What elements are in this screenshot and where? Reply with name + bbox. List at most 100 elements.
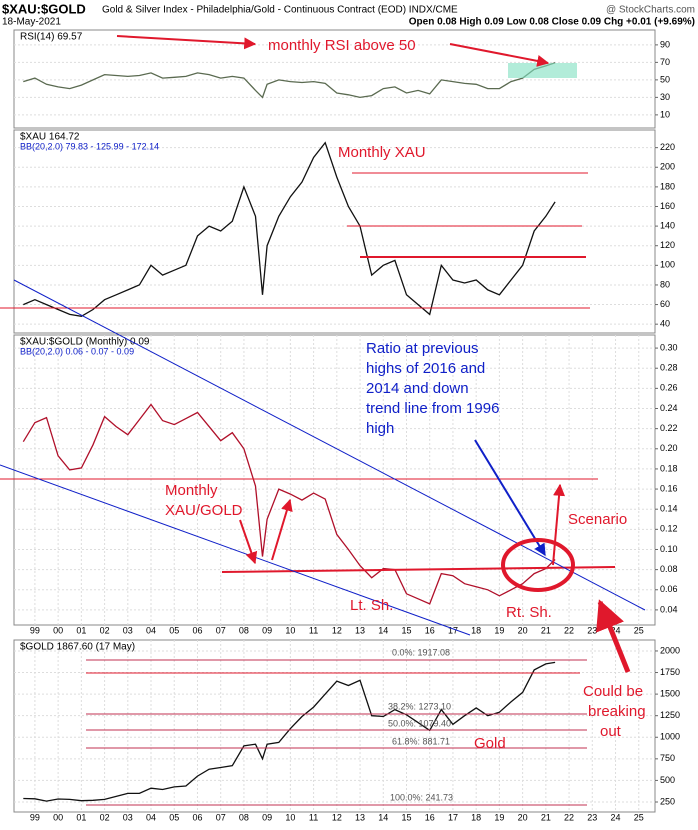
y-tick-label: 0.30 <box>660 342 678 352</box>
x-tick-label: 17 <box>448 625 458 635</box>
quote: Open 0.08 High 0.09 Low 0.08 Close 0.09 … <box>409 17 695 28</box>
annotation: breaking <box>588 703 646 720</box>
x-tick-label: 24 <box>611 812 621 822</box>
annotation: Could be <box>583 683 643 700</box>
x-tick-label: 00 <box>53 812 63 822</box>
y-tick-label: 60 <box>660 299 670 309</box>
y-tick-label: 0.18 <box>660 463 678 473</box>
fib-label: 50.0%: 1079.40 <box>388 718 451 728</box>
annotation: Scenario <box>568 511 627 528</box>
fib-label: 38.2%: 1273.10 <box>388 701 451 711</box>
legend-entry: $GOLD 1867.60 (17 May) <box>20 642 135 653</box>
y-tick-label: 140 <box>660 220 675 230</box>
y-tick-label: 0.10 <box>660 544 678 554</box>
legend-entry: RSI(14) 69.57 <box>20 32 83 43</box>
arrow <box>552 483 566 566</box>
y-tick-label: 160 <box>660 201 675 211</box>
y-tick-label: 0.28 <box>660 363 678 373</box>
y-tick-label: 2000 <box>660 645 680 655</box>
annotation: trend line from 1996 <box>366 400 499 417</box>
x-tick-label: 17 <box>448 812 458 822</box>
x-tick-label: 10 <box>285 625 295 635</box>
annotation: 2014 and down <box>366 380 469 397</box>
arrow <box>474 439 546 557</box>
x-tick-label: 23 <box>587 625 597 635</box>
y-tick-label: 0.08 <box>660 564 678 574</box>
arrow <box>271 498 293 561</box>
y-tick-label: 500 <box>660 775 675 785</box>
x-tick-label: 04 <box>146 812 156 822</box>
x-tick-label: 13 <box>355 812 365 822</box>
x-tick-label: 99 <box>30 625 40 635</box>
x-tick-label: 01 <box>76 812 86 822</box>
x-tick-label: 05 <box>169 812 179 822</box>
x-tick-label: 18 <box>471 625 481 635</box>
level-line <box>221 566 616 573</box>
y-tick-label: 0.06 <box>660 584 678 594</box>
highlight-ellipse <box>501 538 575 592</box>
x-tick-label: 01 <box>76 625 86 635</box>
x-tick-label: 19 <box>494 625 504 635</box>
x-tick-label: 12 <box>332 812 342 822</box>
x-tick-label: 14 <box>378 625 388 635</box>
trend-line <box>13 279 646 611</box>
x-tick-label: 02 <box>100 625 110 635</box>
x-tick-label: 08 <box>239 812 249 822</box>
y-tick-label: 0.12 <box>660 524 678 534</box>
annotation: Ratio at previous <box>366 340 479 357</box>
y-tick-label: 1000 <box>660 732 680 742</box>
x-tick-label: 11 <box>309 625 318 635</box>
y-tick-label: 0.04 <box>660 604 678 614</box>
x-tick-label: 07 <box>216 625 226 635</box>
y-tick-label: 0.20 <box>660 443 678 453</box>
x-tick-label: 20 <box>518 625 528 635</box>
date: 18-May-2021 <box>2 17 61 28</box>
fib-label: 61.8%: 881.71 <box>392 736 450 746</box>
x-tick-label: 22 <box>564 812 574 822</box>
annotation: XAU/GOLD <box>165 502 243 519</box>
fib-label: 0.0%: 1917.08 <box>392 647 450 657</box>
legend-entry: BB(20,2.0) 79.83 - 125.99 - 172.14 <box>20 141 159 151</box>
x-tick-label: 02 <box>100 812 110 822</box>
panel <box>13 129 656 334</box>
x-tick-label: 15 <box>401 812 411 822</box>
x-tick-label: 21 <box>541 812 551 822</box>
annotation: out <box>600 723 622 740</box>
x-tick-label: 11 <box>309 812 318 822</box>
y-tick-label: 750 <box>660 753 675 763</box>
panel <box>13 639 656 813</box>
annotation: Monthly <box>165 482 218 499</box>
x-tick-label: 13 <box>355 625 365 635</box>
y-tick-label: 1500 <box>660 688 680 698</box>
x-tick-label: 06 <box>192 625 202 635</box>
x-tick-label: 08 <box>239 625 249 635</box>
annotation: monthly RSI above 50 <box>268 37 416 54</box>
annotation: Gold <box>474 735 506 752</box>
x-tick-label: 25 <box>634 812 644 822</box>
trend-line <box>0 464 471 636</box>
y-tick-label: 50 <box>660 74 670 84</box>
y-tick-label: 100 <box>660 260 675 270</box>
legend-entry: BB(20,2.0) 0.06 - 0.07 - 0.09 <box>20 346 134 356</box>
x-tick-label: 12 <box>332 625 342 635</box>
x-tick-label: 06 <box>192 812 202 822</box>
arrow <box>596 599 631 673</box>
x-tick-label: 07 <box>216 812 226 822</box>
y-tick-label: 0.22 <box>660 423 678 433</box>
x-tick-label: 10 <box>285 812 295 822</box>
x-tick-label: 04 <box>146 625 156 635</box>
y-tick-label: 1250 <box>660 710 680 720</box>
annotation: Monthly XAU <box>338 144 426 161</box>
arrow <box>116 35 257 50</box>
x-tick-label: 09 <box>262 625 272 635</box>
fib-label: 100.0%: 241.73 <box>390 792 453 802</box>
y-tick-label: 40 <box>660 319 670 329</box>
arrow <box>239 519 258 565</box>
y-tick-label: 0.14 <box>660 504 678 514</box>
annotation: high <box>366 420 394 437</box>
panel <box>13 334 656 626</box>
x-tick-label: 22 <box>564 625 574 635</box>
